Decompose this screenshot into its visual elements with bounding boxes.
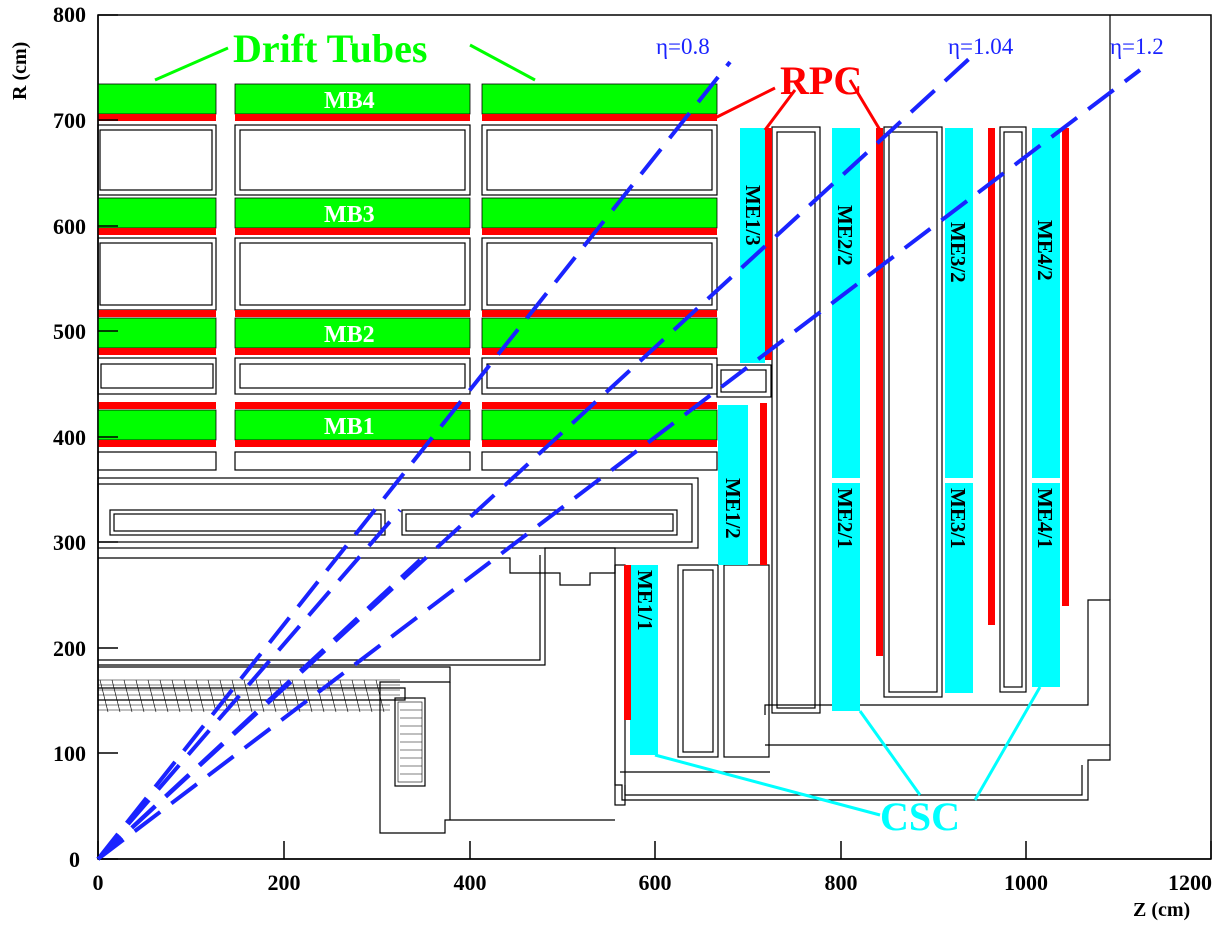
eta-08-line [96,60,732,861]
csc-label: CSC [880,794,960,839]
csc-chambers [630,128,1060,755]
y-tick-labels: 0 100 200 300 400 500 600 700 800 [53,2,86,872]
me11-label: ME1/1 [633,570,657,631]
origin-marker [96,847,112,861]
mb3-label: MB3 [324,202,375,228]
me13-chamber [740,128,765,363]
me41-label: ME4/1 [1033,488,1057,549]
y-tick-0: 0 [69,847,80,872]
mb4-label: MB4 [324,88,375,114]
me22-label: ME2/2 [833,205,857,266]
x-tick-1200: 1200 [1168,870,1212,895]
eta-12-label: η=1.2 [1110,34,1164,59]
mb3-chamber-2 [234,197,471,229]
me32-label: ME3/2 [946,222,970,283]
y-tick-100: 100 [53,741,86,766]
leader-lines [154,43,1042,817]
x-tick-400: 400 [454,870,487,895]
me32-chamber [945,128,973,478]
me13-label: ME1/3 [741,185,765,246]
me42-chamber [1032,128,1060,478]
me12-chamber [718,405,748,565]
mb2-chamber-1 [97,317,217,349]
x-tick-labels: 0 200 400 600 800 1000 1200 [93,870,1213,895]
x-tick-800: 800 [825,870,858,895]
me31-chamber [945,483,973,693]
x-tick-0: 0 [93,870,104,895]
y-tick-300: 300 [53,530,86,555]
rpc-label: RPC [780,58,862,103]
mb2-chamber-2 [234,317,471,349]
mb3-chamber-3 [481,197,718,229]
x-axis [97,841,1212,860]
me31-label: ME3/1 [946,488,970,549]
eta-08-label: η=0.8 [656,34,710,59]
mb4-chamber-3 [481,83,718,115]
y-tick-700: 700 [53,108,86,133]
eta-12-line [96,68,1142,861]
eta-lines [96,56,1142,861]
mb3-chamber-1 [97,197,217,229]
mb2-label: MB2 [324,322,375,348]
drift-tubes-label: Drift Tubes [233,26,428,71]
me22-chamber [832,128,860,478]
me21-label: ME2/1 [833,488,857,549]
mb4-chamber-2 [234,83,471,115]
endcap-steel-disks [614,15,1111,806]
y-tick-800: 800 [53,2,86,27]
y-tick-400: 400 [53,425,86,450]
y-axis-title: R (cm) [9,42,31,100]
mb2-chamber-3 [481,317,718,349]
y-tick-200: 200 [53,636,86,661]
me41-chamber [1032,483,1060,687]
y-axis [97,14,118,860]
calorimeter-hatching [98,679,422,775]
y-tick-600: 600 [53,214,86,239]
mb4-chamber-1 [97,83,217,115]
mb1-chamber-3 [481,409,718,441]
mb1-chamber-2 [234,409,471,441]
drift-tube-chambers [97,83,718,441]
me21-chamber [832,483,860,711]
x-tick-1000: 1000 [1004,870,1048,895]
x-axis-title: Z (cm) [1133,899,1190,921]
y-tick-500: 500 [53,319,86,344]
me11-chamber [630,565,658,755]
me42-label: ME4/2 [1033,220,1057,281]
eta-104-label: η=1.04 [948,34,1014,59]
x-tick-600: 600 [639,870,672,895]
barrel-rpc-layers [98,114,717,447]
me12-label: ME1/2 [721,478,745,539]
x-tick-200: 200 [268,870,301,895]
mb1-chamber-1 [97,409,217,441]
mb1-label: MB1 [324,414,375,440]
endcap-rpc-layers [624,128,1069,720]
